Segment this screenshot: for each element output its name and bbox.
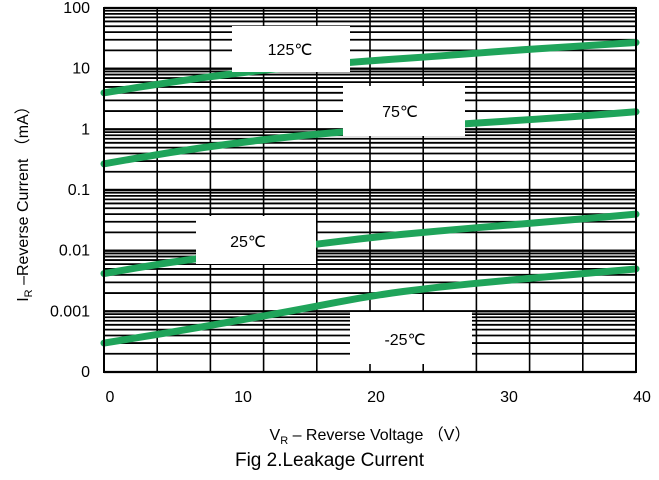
x-axis-ticks: 0 10 20 30 40 <box>106 389 651 406</box>
x-tick-label: 10 <box>234 389 252 406</box>
series-label-box-3 <box>350 312 472 364</box>
y-tick-label: 10 <box>72 61 90 78</box>
x-tick-label: 40 <box>633 389 651 406</box>
y-tick-label: 1 <box>81 121 90 138</box>
series-label-box-2 <box>196 216 316 264</box>
y-tick-label: 0.01 <box>59 243 90 260</box>
series-label-2: 25℃ <box>230 234 266 251</box>
y-axis-label: IR –Reverse Current （mA） <box>14 98 35 302</box>
series-line-3 <box>100 265 640 347</box>
grid-lines <box>103 6 637 374</box>
y-axis-ticks: 0 0.001 0.01 0.1 1 10 100 <box>50 0 90 381</box>
series-label-1: 75℃ <box>382 104 418 121</box>
x-axis-label: VR – Reverse Voltage （V） <box>270 426 471 447</box>
plot-frame <box>103 7 637 373</box>
series-label-3: -25℃ <box>384 332 425 349</box>
x-tick-label: 0 <box>106 389 115 406</box>
y-tick-label: 0.1 <box>68 182 90 199</box>
x-tick-label: 20 <box>367 389 385 406</box>
x-tick-label: 30 <box>500 389 518 406</box>
series-label-box-0 <box>232 26 350 72</box>
series-line-2 <box>100 210 640 278</box>
series-labels: 125℃ 75℃ 25℃ -25℃ <box>196 26 472 364</box>
y-tick-label: 0 <box>81 364 90 381</box>
figure-caption: Fig 2.Leakage Current <box>234 450 425 471</box>
series-label-0: 125℃ <box>268 42 313 59</box>
y-tick-label: 0.001 <box>50 303 90 320</box>
y-tick-label: 100 <box>63 0 90 17</box>
series-line-0 <box>100 38 640 97</box>
series-label-box-1 <box>343 86 465 136</box>
plot-border <box>103 7 637 373</box>
